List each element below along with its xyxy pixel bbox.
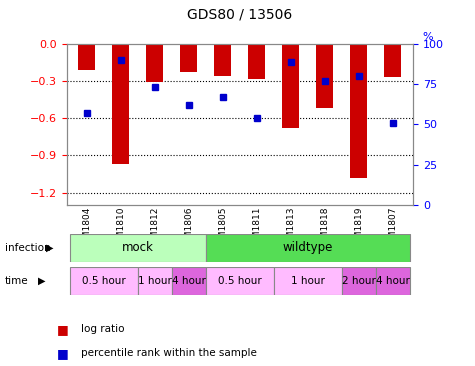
- Bar: [146, 44, 163, 82]
- FancyBboxPatch shape: [70, 234, 206, 262]
- Text: 0.5 hour: 0.5 hour: [82, 276, 126, 286]
- FancyBboxPatch shape: [206, 267, 274, 295]
- FancyBboxPatch shape: [172, 267, 206, 295]
- Bar: [248, 44, 266, 79]
- Text: 0.5 hour: 0.5 hour: [218, 276, 262, 286]
- FancyBboxPatch shape: [206, 234, 410, 262]
- FancyBboxPatch shape: [376, 267, 410, 295]
- Text: ■: ■: [57, 347, 69, 360]
- FancyBboxPatch shape: [70, 267, 138, 295]
- Text: GDS80 / 13506: GDS80 / 13506: [187, 8, 293, 22]
- Text: ▶: ▶: [38, 276, 45, 286]
- Text: ▶: ▶: [46, 243, 54, 253]
- FancyBboxPatch shape: [342, 267, 376, 295]
- FancyBboxPatch shape: [138, 267, 172, 295]
- Text: infection: infection: [5, 243, 50, 253]
- Text: 4 hour: 4 hour: [376, 276, 410, 286]
- Text: 1 hour: 1 hour: [138, 276, 172, 286]
- Bar: [316, 44, 333, 108]
- Bar: [113, 44, 129, 164]
- Bar: [282, 44, 299, 128]
- Bar: [78, 44, 95, 70]
- Text: percentile rank within the sample: percentile rank within the sample: [81, 348, 256, 358]
- Text: 1 hour: 1 hour: [291, 276, 325, 286]
- Text: %: %: [423, 32, 433, 42]
- Bar: [351, 44, 367, 178]
- Bar: [180, 44, 198, 72]
- Text: log ratio: log ratio: [81, 324, 124, 335]
- Text: ■: ■: [57, 323, 69, 336]
- Bar: [214, 44, 231, 76]
- Text: wildtype: wildtype: [283, 242, 333, 254]
- Text: mock: mock: [122, 242, 154, 254]
- Bar: [384, 44, 401, 77]
- Text: 2 hour: 2 hour: [342, 276, 376, 286]
- Text: 4 hour: 4 hour: [172, 276, 206, 286]
- Text: time: time: [5, 276, 28, 286]
- FancyBboxPatch shape: [274, 267, 342, 295]
